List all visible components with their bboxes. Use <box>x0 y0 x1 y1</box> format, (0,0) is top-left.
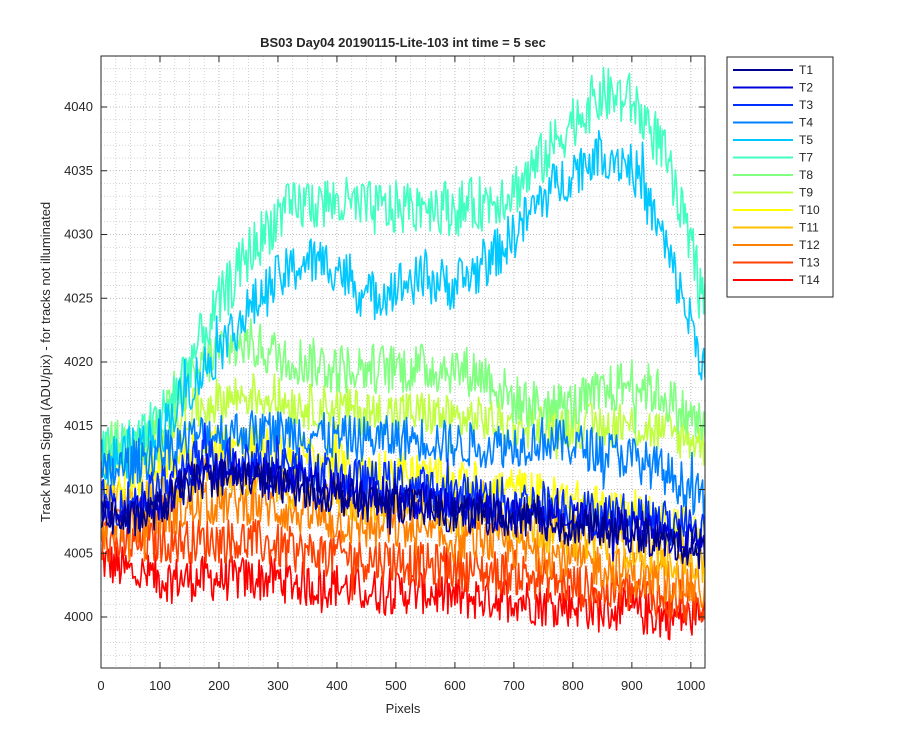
chart-title: BS03 Day04 20190115-Lite-103 int time = … <box>260 35 546 50</box>
y-tick-label: 4025 <box>64 290 93 305</box>
legend-label-t3: T3 <box>799 98 813 112</box>
series-line-t8 <box>101 318 705 469</box>
x-tick-label: 800 <box>562 678 584 693</box>
y-tick-label: 4005 <box>64 545 93 560</box>
legend-label-t7: T7 <box>799 151 813 165</box>
plot-lines <box>101 66 705 641</box>
legend: T1 T2 T3 T4 T5 T7 T8 T9 T10 T11 T12 T13 T14 <box>726 56 834 298</box>
x-tick-label: 200 <box>208 678 230 693</box>
series-line-t1 <box>101 458 705 570</box>
y-tick-label: 4015 <box>64 418 93 433</box>
series-line-t9 <box>101 373 705 475</box>
x-tick-label: 700 <box>503 678 525 693</box>
x-tick-label: 600 <box>444 678 466 693</box>
legend-label-t12: T12 <box>799 238 820 252</box>
y-tick-label: 4030 <box>64 227 93 242</box>
x-tick-label: 500 <box>385 678 407 693</box>
series-line-t7 <box>101 66 705 471</box>
legend-label-t5: T5 <box>799 133 813 147</box>
legend-label-t13: T13 <box>799 256 820 270</box>
y-tick-label: 4010 <box>64 482 93 497</box>
legend-label-t9: T9 <box>799 186 813 200</box>
y-tick-label: 4035 <box>64 163 93 178</box>
legend-label-t1: T1 <box>799 63 813 77</box>
series-line-t5 <box>101 129 705 486</box>
x-tick-label: 100 <box>149 678 171 693</box>
x-tick-label: 300 <box>267 678 289 693</box>
y-tick-label: 4020 <box>64 354 93 369</box>
y-axis-label: Track Mean Signal (ADU/pix) - for tracks… <box>38 202 53 522</box>
legend-label-t8: T8 <box>799 168 813 182</box>
legend-label-t11: T11 <box>799 221 819 235</box>
y-tick-label: 4040 <box>64 99 93 114</box>
series-line-t13 <box>101 518 705 623</box>
x-tick-label: 400 <box>326 678 348 693</box>
x-tick-label: 0 <box>97 678 104 693</box>
series-line-t14 <box>101 546 705 641</box>
x-axis-label: Pixels <box>386 701 421 716</box>
legend-label-t4: T4 <box>799 116 813 130</box>
x-tick-label: 1000 <box>676 678 705 693</box>
axis-ticks: 0 100 200 300 400 500 600 700 800 900 1000 4000 4005… <box>64 56 705 693</box>
series-line-t4 <box>101 410 705 525</box>
y-tick-label: 4000 <box>64 609 93 624</box>
legend-box <box>726 56 834 298</box>
legend-label-t14: T14 <box>799 273 820 287</box>
legend-label-t2: T2 <box>799 81 813 95</box>
x-tick-label: 900 <box>621 678 643 693</box>
legend-label-t10: T10 <box>799 203 820 217</box>
series-line-t2 <box>101 451 705 565</box>
